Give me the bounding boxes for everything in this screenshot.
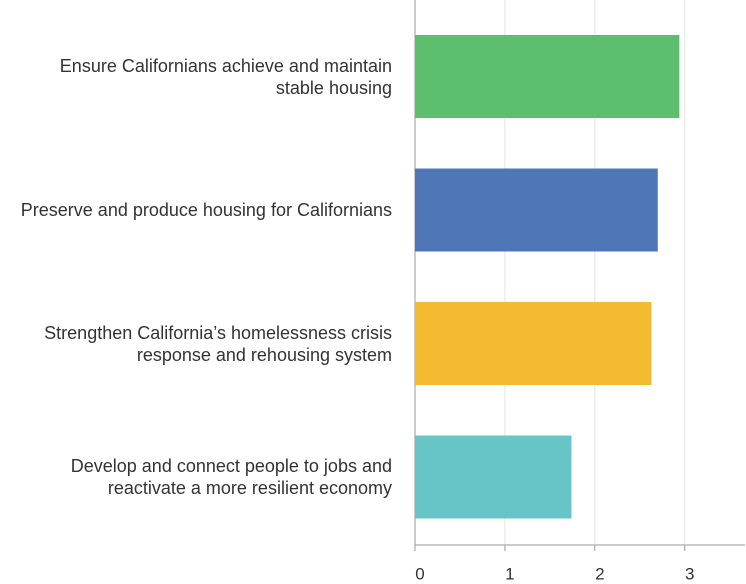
category-label: Strengthen California’s homelessness cri… (44, 322, 392, 365)
x-tick-label: 3 (685, 564, 694, 583)
category-label: Develop and connect people to jobs and r… (70, 456, 392, 498)
x-tick-label: 0 (415, 564, 424, 583)
bar (415, 168, 658, 252)
bar (415, 435, 572, 519)
bar (415, 302, 652, 385)
category-label: Preserve and produce housing for Califor… (20, 200, 392, 220)
category-label: Ensure Californians achieve and maintain… (59, 55, 392, 98)
x-tick-label: 1 (505, 564, 514, 583)
x-tick-label: 2 (595, 564, 604, 583)
bar (415, 35, 680, 118)
